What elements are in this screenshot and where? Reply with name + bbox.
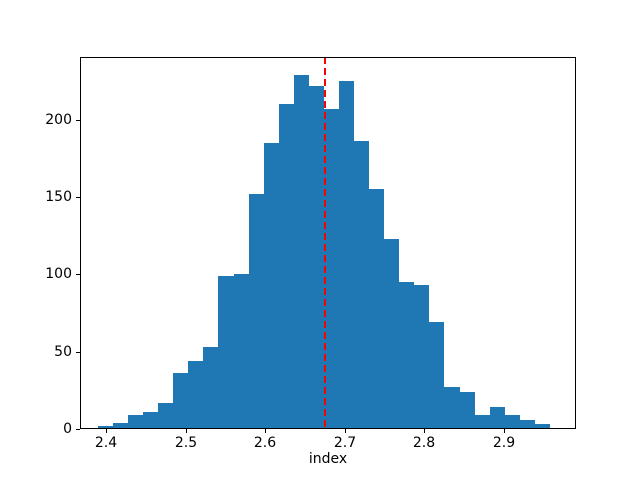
y-tick-label: 100 [45,266,72,282]
x-tick [265,429,266,433]
histogram-bar [188,361,203,429]
histogram-bar [234,274,249,429]
x-tick [186,429,187,433]
histogram-bar [429,322,444,429]
histogram-bar [249,194,264,429]
histogram-bar [535,424,550,429]
y-tick [76,120,80,121]
x-tick [424,429,425,433]
histogram-bar [309,86,324,429]
histogram-bar [264,143,279,429]
histogram-bar [279,104,294,429]
histogram-bar [460,392,475,429]
histogram-bar [475,415,490,429]
histogram-bar [369,189,384,429]
histogram-bar [354,141,369,429]
x-axis-label: index [308,451,348,467]
histogram-bar [384,239,399,429]
histogram-bar [158,403,173,429]
histogram-bar [339,81,354,429]
y-tick [76,274,80,275]
x-tick-label: 2.6 [253,435,277,451]
x-tick-label: 2.7 [333,435,357,451]
x-tick [504,429,505,433]
x-tick [345,429,346,433]
y-tick-label: 50 [54,344,72,360]
histogram-bar [444,387,460,429]
y-tick [76,429,80,430]
histogram-bar [203,347,218,429]
vertical-reference-line [324,57,326,429]
histogram-bar [490,407,505,429]
y-tick [76,352,80,353]
histogram-bar [113,423,128,429]
histogram-bar [520,420,535,429]
y-tick [76,197,80,198]
histogram-bar [505,415,520,429]
x-tick-label: 2.5 [174,435,198,451]
y-tick-label: 200 [45,112,72,128]
histogram-bar [128,415,143,429]
histogram-bar [399,282,414,429]
histogram-bar [294,75,309,429]
plot-area [80,57,576,429]
histogram-bar [98,426,113,429]
x-tick-label: 2.9 [492,435,516,451]
histogram-bar [143,412,158,429]
histogram-bar [218,276,234,429]
histogram-bar [173,373,188,429]
histogram-bar [324,109,339,429]
x-tick-label: 2.8 [412,435,436,451]
y-tick-label: 0 [63,421,72,437]
x-tick [106,429,107,433]
y-tick-label: 150 [45,189,72,205]
x-tick-label: 2.4 [94,435,118,451]
histogram-bar [414,285,429,429]
